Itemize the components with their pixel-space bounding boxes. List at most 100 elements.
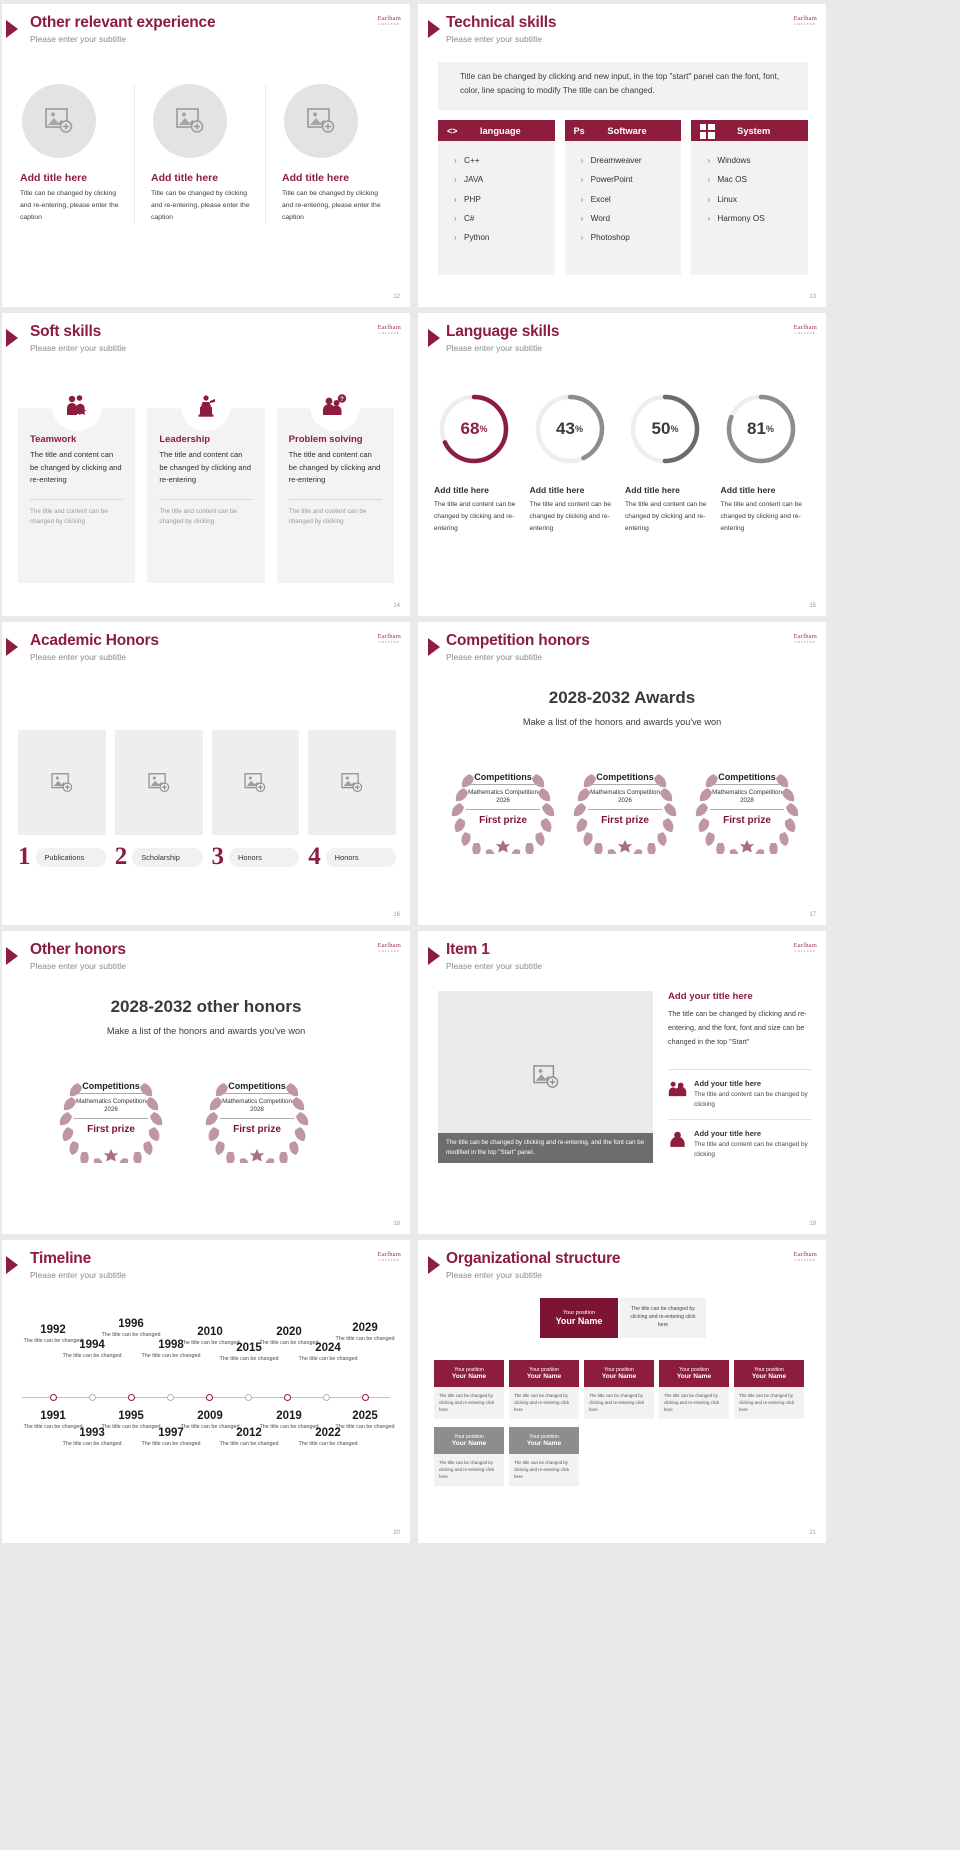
donut-item[interactable]: 43% Add title here The title and content… [528,391,624,535]
image-placeholder[interactable] [211,730,300,835]
slide-timeline[interactable]: Timeline Please enter your subtitle Earl… [2,1240,410,1543]
list-item[interactable]: PHP [454,190,555,210]
list-item[interactable]: Add your title here The title and conten… [668,1118,812,1169]
timeline-dot[interactable] [50,1394,57,1401]
timeline-event-bottom[interactable]: 2012 The title can be changed [212,1427,286,1448]
timeline-event-top[interactable]: 2029 The title can be changed [328,1322,402,1343]
list-item[interactable]: Dreamweaver [581,151,682,171]
timeline-dot[interactable] [128,1394,135,1401]
soft-skill-card[interactable]: Leadership The title and content can be … [147,381,265,583]
soft-skill-card[interactable]: Teamwork The title and content can be ch… [18,381,136,583]
timeline-event-bottom[interactable]: 2019 The title can be changed [252,1410,326,1431]
list-item[interactable]: Harmony OS [707,209,808,229]
list-item[interactable]: Linux [707,190,808,210]
donut-item[interactable]: 50% Add title here The title and content… [623,391,719,535]
slide-item-1[interactable]: Item 1 Please enter your subtitle Earlha… [418,931,826,1234]
timeline-event-top[interactable]: 1998 The title can be changed [134,1339,208,1360]
timeline-event-bottom[interactable]: 2009 The title can be changed [173,1410,247,1431]
skill-column-software[interactable]: Ps Software Dreamweaver PowerPoint Excel… [564,120,682,275]
skill-column-language[interactable]: <> language C++ JAVA PHP C# Python [438,120,555,275]
teamwork-icon [51,381,102,431]
logo-line-1: Earlham [793,633,817,640]
timeline-dot[interactable] [206,1394,213,1401]
list-item[interactable]: Windows [707,151,808,171]
event-text: The title can be changed [141,1353,201,1359]
slide-other-relevant-experience[interactable]: Other relevant experience Please enter y… [2,4,410,307]
org-node[interactable]: Your position Your Name The title can be … [509,1427,579,1486]
wreath-text: Competitions Mathematics Competition 202… [588,772,662,826]
timeline-event-top[interactable]: 1994 The title can be changed [55,1339,129,1360]
slide-competition-honors[interactable]: Competition honors Please enter your sub… [418,622,826,925]
list-item[interactable]: Excel [581,190,682,210]
timeline-event-top[interactable]: 2010 The title can be changed [173,1326,247,1347]
timeline-event-top[interactable]: 1996 The title can be changed [94,1318,168,1339]
image-placeholder-circle[interactable] [284,84,358,158]
timeline-event-bottom[interactable]: 1993 The title can be changed [55,1427,129,1448]
timeline-event-bottom[interactable]: 2022 The title can be changed [291,1427,365,1448]
award-wreath[interactable]: Competitions Mathematics Competition 202… [198,1071,316,1163]
slide-language-skills[interactable]: Language skills Please enter your subtit… [418,313,826,616]
numbered-label[interactable]: 4 Honors [308,844,396,869]
org-node[interactable]: Your position Your Name The title can be … [434,1360,504,1419]
slide-academic-honors[interactable]: Academic Honors Please enter your subtit… [2,622,410,925]
timeline-dot[interactable] [167,1394,174,1401]
experience-card[interactable]: Add title here Title can be changed by c… [16,84,134,224]
org-node[interactable]: Your position Your Name The title can be … [434,1427,504,1486]
donut-item[interactable]: 81% Add title here The title and content… [719,391,815,535]
list-item[interactable]: C# [454,209,555,229]
slide-technical-skills[interactable]: Technical skills Please enter your subti… [418,4,826,307]
list-item[interactable]: JAVA [454,170,555,190]
award-wreath[interactable]: Competitions Mathematics Competition 202… [566,762,684,854]
org-node[interactable]: Your position Your Name The title can be … [584,1360,654,1419]
org-node[interactable]: Your position Your Name The title can be … [734,1360,804,1419]
soft-skill-card[interactable]: ? Problem solving The title and content … [276,381,394,583]
numbered-label[interactable]: 3 Honors [212,844,300,869]
org-head-node[interactable]: Your position Your Name [540,1298,618,1338]
numbered-label[interactable]: 2 Scholarship [115,844,203,869]
timeline-event-bottom[interactable]: 1995 The title can be changed [94,1410,168,1431]
timeline-dot[interactable] [323,1394,330,1401]
node-body: The title can be changed by clicking and… [434,1454,504,1486]
award-wreath[interactable]: Competitions Mathematics Competition 202… [688,762,806,854]
experience-card[interactable]: Add title here Title can be changed by c… [134,84,265,224]
list-item[interactable]: C++ [454,151,555,171]
award-wreath[interactable]: Competitions Mathematics Competition 202… [52,1071,170,1163]
timeline-event-bottom[interactable]: 1991 The title can be changed [16,1410,90,1431]
list-item[interactable]: Mac OS [707,170,808,190]
image-placeholder[interactable] [114,730,203,835]
timeline-dot[interactable] [284,1394,291,1401]
timeline-dot[interactable] [362,1394,369,1401]
donut-item[interactable]: 68% Add title here The title and content… [432,391,528,535]
org-node[interactable]: Your position Your Name The title can be … [509,1360,579,1419]
timeline-event-top[interactable]: 2020 The title can be changed [252,1326,326,1347]
note-box[interactable]: Title can be changed by clicking and new… [438,62,808,110]
image-placeholder[interactable] [308,730,396,835]
skill-column-system[interactable]: System Windows Mac OS Linux Harmony OS [691,120,809,275]
list-item[interactable]: Python [454,228,555,248]
list-item[interactable]: Word [581,209,682,229]
slide-organizational-structure[interactable]: Organizational structure Please enter yo… [418,1240,826,1543]
award-wreath[interactable]: Competitions Mathematics Competition 202… [444,762,562,854]
list-item[interactable]: Add your title here The title and conten… [668,1069,812,1119]
org-head-note[interactable]: The title can be changed by clicking and… [620,1298,706,1338]
page-number: 13 [809,294,816,300]
slide-other-honors[interactable]: Other honors Please enter your subtitle … [2,931,410,1234]
timeline-event-bottom[interactable]: 2025 The title can be changed [328,1410,402,1431]
experience-card[interactable]: Add title here Title can be changed by c… [265,84,396,224]
slide-soft-skills[interactable]: Soft skills Please enter your subtitle E… [2,313,410,616]
timeline-event-top[interactable]: 2024 The title can be changed [291,1342,365,1363]
org-node[interactable]: Your position Your Name The title can be … [659,1360,729,1419]
timeline-event-bottom[interactable]: 1997 The title can be changed [134,1427,208,1448]
wreath-heading: Competitions [466,772,540,785]
timeline-dot[interactable] [245,1394,252,1401]
image-placeholder[interactable] [18,730,106,835]
wreath-text: Competitions Mathematics Competition 202… [710,772,784,826]
list-item[interactable]: Photoshop [581,228,682,248]
timeline-event-top[interactable]: 1992 The title can be changed [16,1324,90,1345]
numbered-label[interactable]: 1 Publications [18,844,106,869]
image-placeholder-circle[interactable] [153,84,227,158]
image-placeholder-circle[interactable] [22,84,96,158]
timeline-dot[interactable] [89,1394,96,1401]
list-item[interactable]: PowerPoint [581,170,682,190]
timeline-event-top[interactable]: 2015 The title can be changed [212,1342,286,1363]
